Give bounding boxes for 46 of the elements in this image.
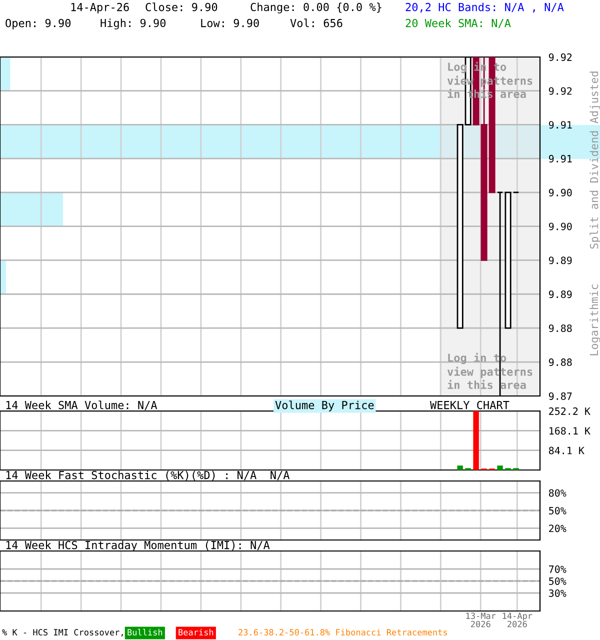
y-tick-label: 9.89 bbox=[548, 290, 572, 298]
text: 20,2 HC Bands: N/A , N/A bbox=[406, 2, 564, 13]
y-tick-label: 9.90 bbox=[548, 222, 572, 230]
y-tick-label: 168.1 K bbox=[550, 427, 590, 435]
text: Close: 9.90 bbox=[146, 2, 218, 12]
y-tick-label: 9.92 bbox=[548, 53, 572, 61]
chart-title: 14 Week Fast Stochastic (%K)(%D) : N/A N/A bbox=[6, 470, 290, 481]
text: Bullish bbox=[128, 628, 162, 636]
bar bbox=[473, 411, 479, 470]
y-tick-label: 30% bbox=[549, 589, 566, 597]
y-tick-label: 80% bbox=[548, 489, 566, 497]
text: Logarithmic bbox=[590, 284, 600, 356]
y-tick-label: 9.87 bbox=[548, 392, 572, 400]
y-tick-label: 252.2 K bbox=[549, 407, 590, 415]
chart-title: 14 Week HCS Intraday Momentum (IMI): N/A bbox=[6, 540, 270, 552]
bar bbox=[497, 466, 503, 470]
text: 23.6-38.2-50-61.8% Fibonacci Retracements bbox=[238, 628, 447, 636]
y-tick-label: 50% bbox=[549, 577, 566, 585]
y-tick-label: 20% bbox=[549, 524, 566, 532]
y-tick-label: 9.89 bbox=[548, 256, 572, 264]
y-tick-label: 9.91 bbox=[548, 121, 572, 129]
y-tick-label: 9.88 bbox=[548, 324, 572, 332]
text: High: 9.90 bbox=[100, 18, 166, 30]
text: Vol: 656 bbox=[290, 18, 342, 28]
chart-title: 14 Week SMA Volume: N/A bbox=[6, 400, 158, 410]
y-tick-label: 9.91 bbox=[548, 154, 572, 162]
text: Volume By Price bbox=[275, 400, 374, 412]
text: WEEKLY CHART bbox=[430, 400, 510, 410]
text: 20 Week SMA: N/A bbox=[406, 18, 511, 28]
y-tick-label: 50% bbox=[549, 506, 566, 514]
y-tick-label: 84.1 K bbox=[548, 446, 584, 454]
y-tick-label: 9.92 bbox=[548, 87, 572, 95]
text: Change: 0.00 {0.0 %} bbox=[250, 2, 382, 14]
bar bbox=[0, 193, 63, 227]
text: % K - HCS IMI Crossover, bbox=[2, 629, 123, 637]
annotation: Split and Dividend Adjusted bbox=[590, 72, 600, 249]
bar bbox=[457, 466, 463, 470]
y-tick-label: 9.90 bbox=[548, 188, 572, 196]
text: Low: 9.90 bbox=[201, 18, 259, 28]
y-tick-label: 9.88 bbox=[548, 358, 572, 366]
x-tick-label: 13-Mar 2026 bbox=[466, 612, 496, 628]
y-tick-label: 70% bbox=[549, 565, 566, 573]
text: Bearish bbox=[178, 628, 214, 636]
text: Open: 9.90 bbox=[6, 18, 71, 30]
text: 14-Apr-26 bbox=[71, 2, 129, 14]
x-tick-label: 14-Apr 2026 bbox=[502, 612, 532, 628]
